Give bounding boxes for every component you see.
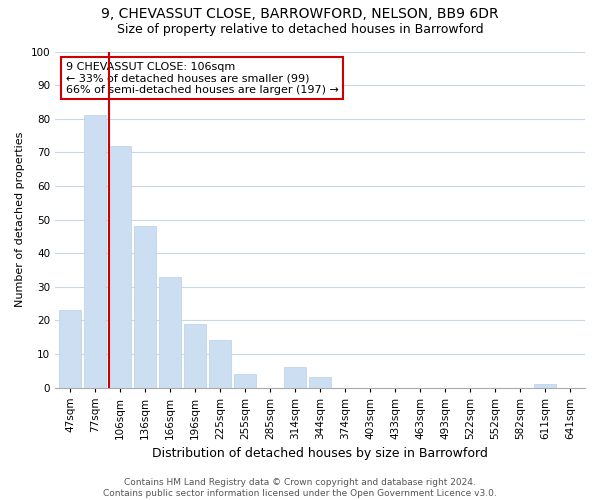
Bar — [160, 276, 181, 388]
Bar — [134, 226, 155, 388]
Bar — [310, 378, 331, 388]
Bar — [209, 340, 230, 388]
Bar — [59, 310, 80, 388]
Text: 9 CHEVASSUT CLOSE: 106sqm
← 33% of detached houses are smaller (99)
66% of semi-: 9 CHEVASSUT CLOSE: 106sqm ← 33% of detac… — [65, 62, 338, 95]
Bar — [235, 374, 256, 388]
Bar — [184, 324, 206, 388]
Bar — [284, 368, 305, 388]
Y-axis label: Number of detached properties: Number of detached properties — [15, 132, 25, 307]
Text: Contains HM Land Registry data © Crown copyright and database right 2024.
Contai: Contains HM Land Registry data © Crown c… — [103, 478, 497, 498]
X-axis label: Distribution of detached houses by size in Barrowford: Distribution of detached houses by size … — [152, 447, 488, 460]
Bar — [535, 384, 556, 388]
Bar — [109, 146, 131, 388]
Bar — [85, 116, 106, 388]
Text: Size of property relative to detached houses in Barrowford: Size of property relative to detached ho… — [116, 22, 484, 36]
Text: 9, CHEVASSUT CLOSE, BARROWFORD, NELSON, BB9 6DR: 9, CHEVASSUT CLOSE, BARROWFORD, NELSON, … — [101, 8, 499, 22]
